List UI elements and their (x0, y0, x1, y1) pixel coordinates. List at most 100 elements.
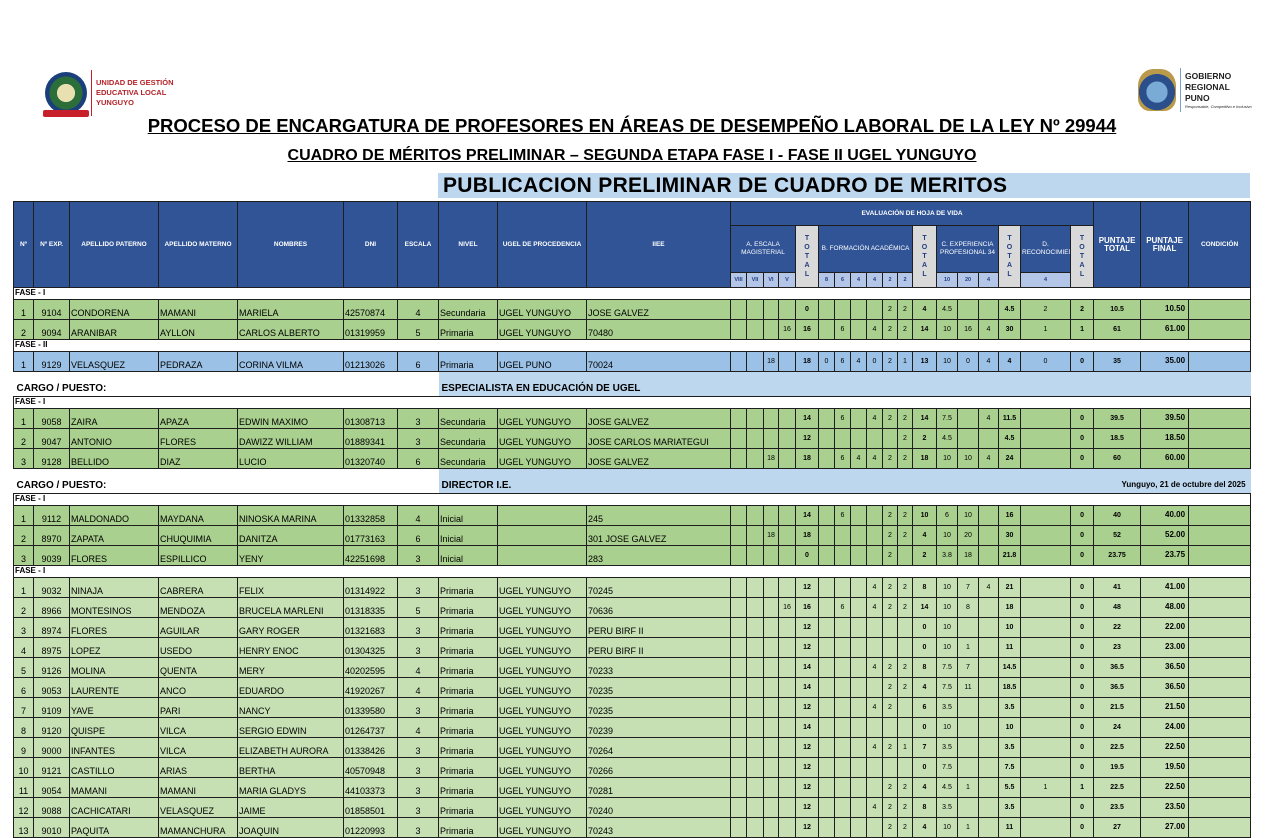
score-cell (834, 577, 851, 598)
score-cell (834, 737, 851, 758)
cell-ugel: UGEL YUNGUYO (497, 448, 587, 469)
cell-ap: NINAJA (69, 577, 159, 598)
cell-am: MAYDANA (158, 505, 238, 526)
cell-ap: LAURENTE (69, 677, 159, 698)
col-header-puntaje-final: PUNTAJE FINAL (1140, 201, 1190, 288)
cell-iiee: 70243 (586, 817, 731, 838)
cell-ap: ANTONIO (69, 428, 159, 449)
score-cell (730, 637, 747, 658)
score-cell: 3.5 (936, 797, 958, 818)
table-row: 3 9128 BELLIDO DIAZ LUCIO 01320740 6 Secundaria… (13, 448, 1252, 469)
cell-am: MENDOZA (158, 597, 238, 618)
score-cell (778, 505, 796, 526)
score-cell: 10.50 (1140, 299, 1190, 320)
score-cell: 2 (897, 817, 913, 838)
score-cell (1020, 505, 1071, 526)
score-cell: 0 (1069, 428, 1095, 449)
cell-dni: 40570948 (343, 757, 398, 778)
cell-am: DIAZ (158, 448, 238, 469)
score-cell (746, 677, 764, 698)
cell-am: CABRERA (158, 577, 238, 598)
table-row: 2 8966 MONTESINOS MENDOZA BRUCELA MARLENI 013… (13, 597, 1252, 618)
score-cell: 0 (795, 299, 819, 320)
cell-dni: 42251698 (343, 545, 398, 566)
cell-niv: Primaria (438, 777, 498, 798)
score-cell: 4 (866, 657, 883, 678)
col-header-iiee: IIEE (586, 201, 731, 288)
cell-niv: Primaria (438, 617, 498, 638)
score-cell: 4 (866, 797, 883, 818)
cell-dni: 44103373 (343, 777, 398, 798)
score-cell: 8 (957, 597, 979, 618)
score-cell (834, 757, 851, 778)
score-cell (730, 697, 747, 718)
cell-n: 7 (13, 697, 34, 718)
score-cell: 0 (1069, 525, 1095, 546)
score-cell: 3.5 (998, 797, 1021, 818)
cell-dni: 01773163 (343, 525, 398, 546)
score-cell: 12 (795, 637, 819, 658)
score-cell: 0 (1069, 697, 1095, 718)
cell-condicion (1188, 299, 1252, 320)
total-label: TOTAL (1006, 235, 1013, 278)
score-cell: 4 (912, 777, 937, 798)
score-cell: 23.75 (1093, 545, 1142, 566)
cell-ap: MONTESINOS (69, 597, 159, 618)
score-cell: 7.5 (998, 757, 1021, 778)
cell-ap: MALDONADO (69, 505, 159, 526)
cell-ugel: UGEL YUNGUYO (497, 777, 587, 798)
score-cell: 10 (998, 617, 1021, 638)
cell-n: 2 (13, 428, 34, 449)
cell-condicion (1188, 448, 1252, 469)
cell-ugel (497, 505, 587, 526)
score-cell (1020, 697, 1071, 718)
sub-header: 10 (936, 272, 958, 288)
score-cell: 2 (882, 817, 898, 838)
puno-crest-icon (1138, 69, 1176, 111)
table-row: 1 9058 ZAIRA APAZA EDWIN MAXIMO 01308713 3 Secu… (13, 408, 1252, 429)
cell-esc: 3 (397, 617, 439, 638)
score-cell: 2 (882, 697, 898, 718)
score-cell (897, 717, 913, 738)
score-cell (730, 408, 747, 429)
score-cell: 10.5 (1093, 299, 1142, 320)
evaluation-header: EVALUACIÓN DE HOJA DE VIDA (729, 201, 1095, 226)
score-cell: 6 (834, 505, 851, 526)
total-label: TOTAL (921, 235, 928, 278)
score-cell (746, 351, 764, 372)
score-cell: 18 (763, 448, 779, 469)
total-header: TOTAL (795, 225, 819, 288)
cell-condicion (1188, 351, 1252, 372)
score-cell: 4 (978, 577, 999, 598)
cell-am: MAMANI (158, 299, 238, 320)
score-cell: 4 (866, 319, 883, 340)
score-cell (818, 777, 835, 798)
score-cell (1020, 428, 1071, 449)
score-cell: 2 (882, 657, 898, 678)
cell-dni: 01338426 (343, 737, 398, 758)
table-row: 2 9094 ARANIBAR AYLLON CARLOS ALBERTO 0131995… (13, 319, 1252, 340)
cell-esc: 3 (397, 817, 439, 838)
score-cell (818, 545, 835, 566)
score-cell: 4 (866, 697, 883, 718)
score-cell (730, 351, 747, 372)
cell-n: 8 (13, 717, 34, 738)
total-label: TOTAL (804, 235, 810, 278)
cell-exp: 9053 (33, 677, 70, 698)
score-cell (778, 817, 796, 838)
table-row: 7 9109 YAVE PARI NANCY 01339580 3 Primaria UGEL … (13, 697, 1252, 718)
cell-dni: 01264737 (343, 717, 398, 738)
score-cell: 2 (912, 428, 937, 449)
score-cell (778, 299, 796, 320)
cell-esc: 4 (397, 505, 439, 526)
cell-ugel (497, 525, 587, 546)
cell-ugel: UGEL YUNGUYO (497, 797, 587, 818)
cell-nom: MARIELA (237, 299, 344, 320)
score-cell (746, 757, 764, 778)
cell-esc: 3 (397, 757, 439, 778)
score-cell: 10 (936, 717, 958, 738)
cell-ugel: UGEL YUNGUYO (497, 617, 587, 638)
score-cell (763, 505, 779, 526)
cell-exp: 9039 (33, 545, 70, 566)
score-cell (957, 737, 979, 758)
